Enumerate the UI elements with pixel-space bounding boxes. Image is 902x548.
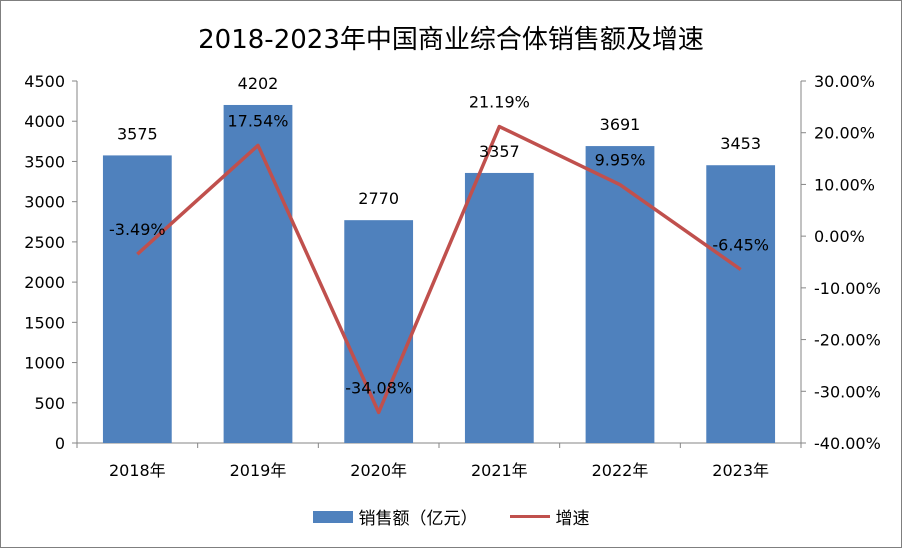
y-left-tick-label: 1000	[24, 354, 65, 373]
legend-item-growth: 增速	[509, 504, 590, 529]
x-tick-label: 2020年	[350, 461, 407, 480]
y-left-tick-label: 4000	[24, 112, 65, 131]
bar	[464, 172, 534, 443]
bar	[706, 165, 776, 443]
bar	[585, 146, 655, 443]
legend-swatch-bar	[312, 510, 353, 523]
bar-data-label: 3453	[720, 134, 761, 153]
x-tick-label: 2019年	[230, 461, 287, 480]
legend: 销售额（亿元） 增速	[1, 504, 901, 529]
y-right-tick-label: -40.00%	[814, 434, 881, 453]
bar-data-label: 3691	[600, 115, 641, 134]
legend-label-growth: 增速	[555, 509, 590, 529]
line-data-label: -3.49%	[109, 220, 166, 239]
chart-title: 2018-2023年中国商业综合体销售额及增速	[198, 25, 704, 55]
y-left-tick-label: 1500	[24, 313, 65, 332]
bar-data-label: 2770	[358, 189, 399, 208]
y-left-tick-label: 4500	[24, 72, 65, 91]
y-left-tick-label: 2500	[24, 233, 65, 252]
line-data-label: 17.54%	[227, 111, 288, 130]
x-tick-label: 2023年	[712, 461, 769, 480]
y-left-tick-label: 500	[34, 394, 65, 413]
bar-data-label: 3357	[479, 142, 520, 161]
bar-data-label: 4202	[238, 74, 279, 93]
bar	[223, 104, 293, 443]
x-tick-label: 2018年	[109, 461, 166, 480]
line-data-label: -34.08%	[345, 378, 412, 397]
y-right-tick-label: 30.00%	[814, 72, 875, 91]
line-data-label: 21.19%	[469, 93, 530, 112]
legend-label-sales: 销售额（亿元）	[358, 509, 478, 529]
y-left-tick-label: 3500	[24, 152, 65, 171]
legend-item-sales: 销售额（亿元）	[312, 504, 478, 529]
y-right-tick-label: 20.00%	[814, 124, 875, 143]
y-right-tick-label: 10.00%	[814, 175, 875, 194]
bar	[102, 155, 172, 443]
y-left-tick-label: 2000	[24, 273, 65, 292]
y-right-tick-label: -30.00%	[814, 382, 881, 401]
legend-swatch-line	[509, 515, 550, 518]
y-right-tick-label: 0.00%	[814, 227, 865, 246]
x-tick-label: 2022年	[592, 461, 649, 480]
bar	[344, 220, 414, 443]
x-tick-label: 2021年	[471, 461, 528, 480]
y-left-tick-label: 0	[55, 434, 65, 453]
y-right-tick-label: -10.00%	[814, 279, 881, 298]
line-data-label: 9.95%	[595, 151, 646, 170]
line-data-label: -6.45%	[712, 235, 769, 254]
y-right-tick-label: -20.00%	[814, 331, 881, 350]
bar-data-label: 3575	[117, 124, 158, 143]
growth-line	[136, 124, 742, 415]
y-left-tick-label: 3000	[24, 193, 65, 212]
